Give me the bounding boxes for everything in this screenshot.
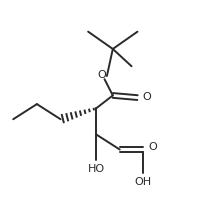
Text: O: O [98, 70, 106, 80]
Text: O: O [148, 142, 157, 152]
Text: HO: HO [87, 164, 105, 173]
Text: OH: OH [135, 177, 152, 187]
Text: O: O [142, 92, 151, 102]
